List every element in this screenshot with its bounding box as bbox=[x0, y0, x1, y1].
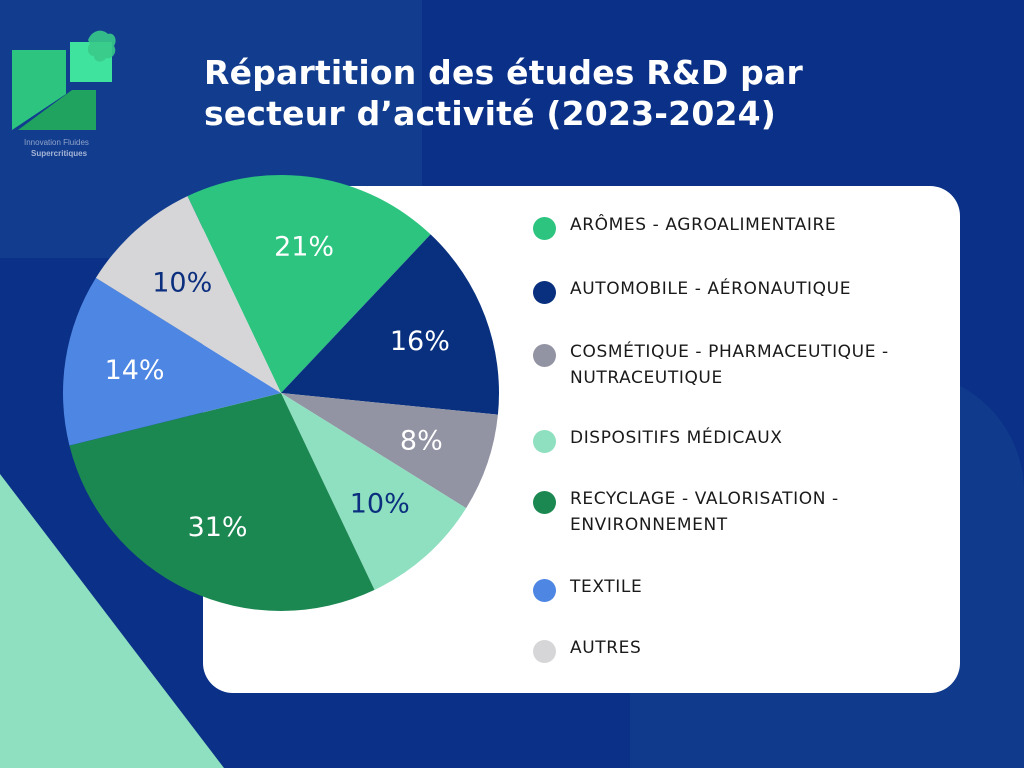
legend-swatch bbox=[533, 579, 556, 602]
title-line: Répartition des études R&D par bbox=[204, 53, 803, 92]
pie-slice bbox=[281, 393, 467, 590]
pie-data-label: 10% bbox=[350, 489, 410, 520]
legend-label: AUTRES bbox=[570, 638, 642, 658]
pie-slice bbox=[69, 393, 375, 611]
legend-swatch bbox=[533, 281, 556, 304]
pie-slice bbox=[95, 196, 282, 393]
pie-data-label: 14% bbox=[105, 355, 165, 386]
title-line: secteur d’activité (2023-2024) bbox=[204, 94, 777, 133]
legend-label: DISPOSITIFS MÉDICAUX bbox=[570, 428, 783, 448]
legend-label: COSMÉTIQUE - PHARMACEUTIQUE - NUTRACEUTI… bbox=[570, 342, 889, 388]
pie-data-label: 31% bbox=[188, 512, 248, 543]
legend-label: ARÔMES - AGROALIMENTAIRE bbox=[570, 215, 837, 235]
legend-label: TEXTILE bbox=[570, 577, 643, 597]
legend-item: TEXTILE bbox=[533, 574, 930, 602]
legend-label: RECYCLAGE - VALORISATION - ENVIRONNEMENT bbox=[570, 489, 839, 535]
legend-label: AUTOMOBILE - AÉRONAUTIQUE bbox=[570, 279, 852, 299]
pie-data-label: 10% bbox=[152, 267, 212, 298]
logo-text: Innovation Fluides bbox=[24, 138, 89, 147]
legend-swatch bbox=[533, 430, 556, 453]
legend-item: AUTOMOBILE - AÉRONAUTIQUE bbox=[533, 276, 930, 304]
legend-item: COSMÉTIQUE - PHARMACEUTIQUE - NUTRACEUTI… bbox=[533, 339, 930, 391]
legend-swatch bbox=[533, 217, 556, 240]
pie-slice bbox=[281, 393, 498, 509]
pie-slice bbox=[63, 277, 282, 446]
company-logo bbox=[12, 30, 116, 130]
legend-item: RECYCLAGE - VALORISATION - ENVIRONNEMENT bbox=[533, 486, 870, 538]
legend-swatch bbox=[533, 491, 556, 514]
legend-item: DISPOSITIFS MÉDICAUX bbox=[533, 425, 930, 453]
legend-swatch bbox=[533, 344, 556, 367]
legend-item: AUTRES bbox=[533, 635, 930, 663]
pie-slice bbox=[187, 175, 431, 393]
pie-data-label: 16% bbox=[390, 326, 450, 357]
pie-data-label: 21% bbox=[274, 232, 334, 263]
pie-slice bbox=[281, 234, 499, 415]
logo-text: Supercritiques bbox=[31, 149, 88, 158]
legend-item: ARÔMES - AGROALIMENTAIRE bbox=[533, 212, 930, 240]
legend-swatch bbox=[533, 640, 556, 663]
page-title: Répartition des études R&D par secteur d… bbox=[204, 52, 803, 134]
pie-data-label: 8% bbox=[400, 426, 443, 457]
